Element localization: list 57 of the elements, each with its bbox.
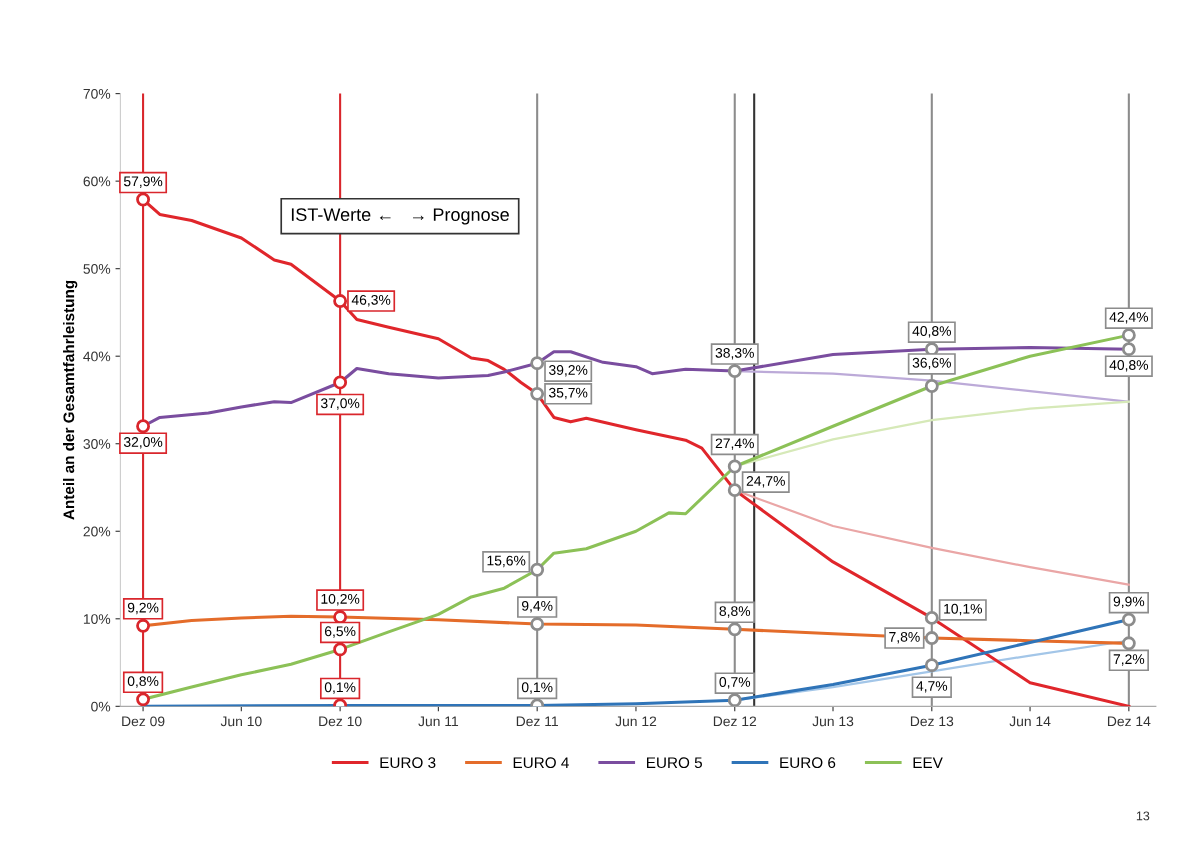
data-label: 9,4%	[521, 600, 553, 613]
text: 13	[1136, 811, 1150, 821]
data-label: 40,8%	[912, 326, 951, 338]
data-label: 35,7%	[549, 387, 588, 400]
data-label: 9,2%	[127, 602, 159, 615]
data-label: 10,1%	[944, 603, 982, 616]
data-label: 7,2%	[1113, 654, 1145, 666]
x-tick-label: Jun 12	[615, 716, 657, 727]
data-label: 37,0%	[320, 398, 360, 410]
x-tick-label: Dez 12	[713, 716, 757, 727]
legend-label: EURO 5	[647, 757, 702, 769]
data-label: 27,4%	[715, 438, 754, 450]
y-tick-label: 40%	[83, 351, 111, 362]
point	[136, 192, 151, 207]
data-label: 4,7%	[916, 681, 948, 693]
data-label: 10,2%	[321, 593, 360, 606]
x-tick-label: Jun 13	[812, 716, 854, 727]
data-label: 0,8%	[127, 676, 159, 688]
data-label: 0,7%	[719, 677, 751, 689]
x-tick-label: Jun 14	[1009, 716, 1051, 727]
data-label: 38,3%	[715, 347, 754, 360]
y-tick-label: 30%	[83, 439, 111, 449]
x-tick-label: Dez 09	[122, 716, 165, 727]
data-label: 57,9%	[123, 176, 163, 188]
y-tick-label: 60%	[83, 176, 111, 187]
data-label: 0,1%	[521, 682, 553, 694]
data-label: 7,8%	[889, 631, 920, 644]
y-tick-label: 50%	[83, 264, 111, 274]
legend-label: EEV	[913, 757, 943, 768]
y-tick-label: 20%	[83, 526, 111, 537]
legend-label: EURO 6	[780, 757, 836, 769]
x-tick-label: Dez 11	[516, 716, 558, 727]
x-tick-label: Dez 14	[1107, 716, 1151, 727]
point	[333, 294, 348, 309]
x-tick-label: Jun 10	[220, 716, 262, 727]
y-tick-label: 70%	[83, 88, 111, 99]
data-label: 8,8%	[719, 606, 751, 618]
legend-label: EURO 4	[513, 757, 569, 769]
data-label: 15,6%	[487, 555, 526, 568]
data-label: 40,8%	[1109, 360, 1149, 372]
legend-label: EURO 3	[380, 757, 436, 769]
annotation: IST-Werte ← → Prognose	[291, 208, 509, 225]
data-label: 46,3%	[351, 294, 391, 307]
data-label: 9,9%	[1113, 596, 1145, 609]
data-label: 39,2%	[549, 365, 588, 377]
y-tick-label: 10%	[83, 614, 111, 624]
x-tick-label: Dez 13	[910, 716, 954, 727]
data-label: 24,7%	[746, 476, 785, 488]
x-tick-label: Dez 10	[319, 716, 362, 727]
data-label: 36,6%	[912, 357, 951, 370]
y-tick-label: 0%	[91, 701, 111, 712]
y-axis-title: Anteil an der Gesamtfahrleistung	[63, 280, 78, 520]
data-label: 32,0%	[123, 437, 163, 449]
x-tick-label: Jun 11	[418, 716, 459, 727]
data-label: 42,4%	[1109, 312, 1149, 324]
data-label: 0,1%	[324, 682, 356, 694]
data-label: 6,5%	[325, 626, 356, 638]
